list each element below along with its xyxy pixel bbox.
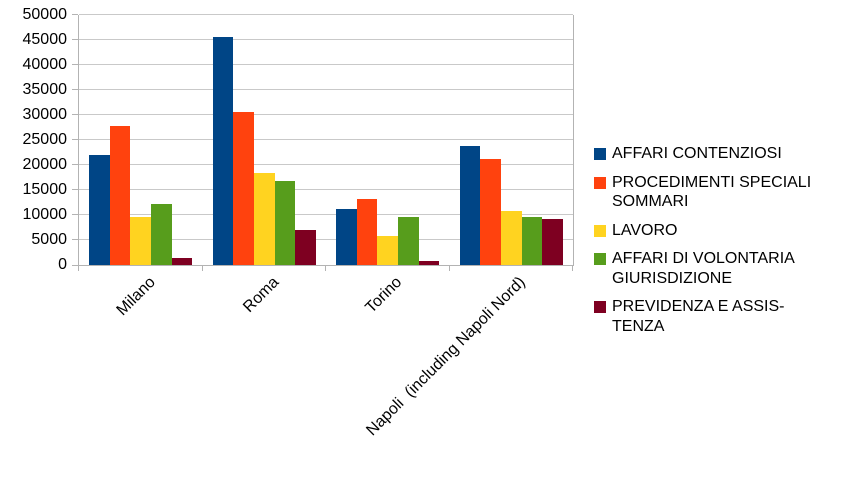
y-tick-label: 40000 [22,56,68,73]
y-tick [72,214,78,215]
legend-swatch [594,148,606,160]
legend-swatch [594,176,606,189]
y-tick [72,89,78,90]
gridline [79,14,573,15]
x-category-label: Roma [239,273,282,316]
bar-series-1-cat-4 [459,145,481,265]
bar-series-1-cat-2 [212,36,234,265]
y-tick-label: 30000 [22,106,68,123]
y-tick-label: 15000 [22,181,68,198]
y-tick-label: 5000 [31,231,67,248]
legend-label: AFFARI DI VOLONTARIA GIURISDIZIONE [612,250,795,287]
y-tick-label: 35000 [22,81,68,98]
bar-series-4-cat-2 [274,180,296,265]
legend-item: LAVORO [594,221,862,241]
legend: AFFARI CONTENZIOSI PROCEDIMENTI SPECIALI … [594,144,862,336]
legend-label: AFFARI CONTENZIOSI [612,145,782,162]
gridline [79,239,573,240]
legend-swatch [594,253,606,265]
y-tick-label: 0 [58,256,67,273]
x-tick [448,266,450,271]
legend-item: AFFARI DI VOLONTARIA GIURISDIZIONE [594,249,862,288]
bar-series-2-cat-2 [233,112,254,265]
x-tick [201,266,203,271]
bar-series-5-cat-4 [542,219,563,265]
bar-series-1-cat-1 [89,154,110,265]
legend-item: AFFARI CONTENZIOSI [594,144,862,164]
x-tick [325,266,326,271]
y-tick [72,39,78,40]
gridline [79,139,573,140]
y-tick [72,265,78,266]
y-tick-label: 25000 [22,131,68,148]
legend-swatch [594,224,606,237]
gridline [79,64,573,65]
y-tick-label: 45000 [22,31,68,48]
gridline [79,164,573,165]
x-tick [78,266,79,271]
legend-swatch [594,301,606,313]
bar-series-3-cat-3 [377,235,399,265]
bar-series-2-cat-4 [480,159,501,265]
y-tick-label: 10000 [22,206,68,223]
bar-series-2-cat-1 [109,126,131,265]
y-tick [72,189,78,190]
legend-item: PREVIDENZA E ASSIS- TENZA [594,297,862,336]
x-category-label: Torino [362,273,406,317]
gridline [79,39,573,40]
legend-item: PROCEDIMENTI SPECIALI SOMMARI [594,173,862,212]
bar-series-3-cat-4 [500,211,522,265]
bar-series-4-cat-1 [151,203,172,265]
bar-series-1-cat-3 [336,208,357,265]
y-tick [72,239,78,240]
y-tick [72,114,78,115]
bar-series-2-cat-3 [356,199,378,265]
gridline [79,214,573,215]
y-tick-label: 50000 [22,6,68,23]
plot-area [78,14,574,266]
y-tick-label: 20000 [22,156,68,173]
bar-series-4-cat-4 [521,216,543,265]
legend-label: PREVIDENZA E ASSIS- TENZA [612,298,785,335]
y-tick [72,14,78,15]
bar-series-4-cat-3 [398,216,419,265]
x-category-label: Milano [113,273,159,320]
y-tick [72,164,78,165]
legend-label: LAVORO [612,221,678,239]
legend-label: PROCEDIMENTI SPECIALI SOMMARI [612,173,812,211]
gridline [79,189,573,190]
gridline [79,114,573,115]
bar-series-5-cat-2 [295,229,316,265]
gridline [79,89,573,90]
y-tick [72,64,78,65]
bar-series-3-cat-2 [253,172,275,265]
x-tick [572,266,573,271]
y-tick [72,139,78,140]
bar-series-5-cat-3 [418,261,440,265]
bar-series-5-cat-1 [171,257,193,265]
bar-series-3-cat-1 [130,217,152,265]
